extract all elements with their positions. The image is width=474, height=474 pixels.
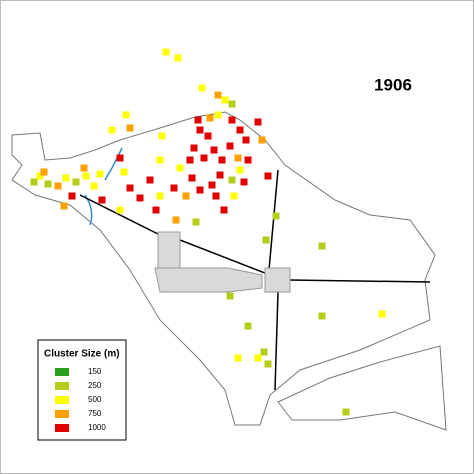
legend-label: 150 (88, 367, 102, 376)
cluster-site (188, 174, 196, 182)
cluster-site (152, 206, 160, 214)
cluster-site (108, 126, 116, 134)
cluster-site (226, 142, 234, 150)
legend-label: 250 (88, 381, 102, 390)
cluster-site (218, 156, 226, 164)
cluster-site (212, 192, 220, 200)
cluster-site (72, 178, 80, 186)
cluster-site (221, 96, 229, 104)
legend-swatch (55, 410, 69, 418)
cluster-site (236, 166, 244, 174)
map-year: 1906 (374, 75, 412, 94)
cluster-site (54, 182, 62, 190)
cluster-site (30, 178, 38, 186)
cluster-site (192, 218, 200, 226)
cluster-site (40, 168, 48, 176)
cluster-site (318, 242, 326, 250)
cluster-site (260, 348, 268, 356)
cluster-site (262, 236, 270, 244)
cluster-site (190, 144, 198, 152)
cluster-site (318, 312, 326, 320)
cluster-site (156, 192, 164, 200)
cluster-site (62, 174, 70, 182)
cluster-site (378, 310, 386, 318)
cluster-site (172, 216, 180, 224)
legend-label: 500 (88, 395, 102, 404)
cluster-site (240, 178, 248, 186)
cluster-site (258, 136, 266, 144)
cluster-site (162, 48, 170, 56)
cluster-site (174, 54, 182, 62)
legend-swatch (55, 424, 69, 432)
cluster-site (228, 116, 236, 124)
cluster-site (198, 84, 206, 92)
cluster-site (120, 168, 128, 176)
cluster-site (146, 176, 154, 184)
cluster-site (244, 156, 252, 164)
cluster-site (264, 360, 272, 368)
cluster-site (214, 111, 222, 119)
cluster-site (234, 154, 242, 162)
legend-swatch (55, 382, 69, 390)
cluster-site (254, 354, 262, 362)
cluster-site (242, 136, 250, 144)
cluster-site (228, 100, 236, 108)
avenues (79, 169, 431, 391)
cluster-site (234, 354, 242, 362)
cluster-site (186, 156, 194, 164)
cluster-site (44, 180, 52, 188)
cluster-site (158, 132, 166, 140)
cluster-site (82, 172, 90, 180)
cluster-site (122, 111, 130, 119)
southeast-outline (277, 345, 447, 431)
cluster-site (96, 170, 104, 178)
cluster-site (194, 116, 202, 124)
cluster-site (36, 172, 44, 180)
cluster-site (220, 206, 228, 214)
cluster-site (68, 192, 76, 200)
mall (154, 231, 291, 293)
cluster-site (228, 176, 236, 184)
cluster-sites (30, 48, 386, 416)
legend: 150 250 500 750 1000 (55, 367, 106, 432)
cluster-site (170, 184, 178, 192)
cluster-site (126, 184, 134, 192)
cluster-site (156, 156, 164, 164)
cluster-site (254, 118, 262, 126)
cluster-site (196, 126, 204, 134)
cluster-site (196, 186, 204, 194)
cluster-site (126, 124, 134, 132)
legend-swatch (55, 396, 69, 404)
cluster-site (342, 408, 350, 416)
cluster-site (236, 126, 244, 134)
legend-swatch (55, 368, 69, 376)
cluster-site (90, 182, 98, 190)
cluster-site (214, 91, 222, 99)
cluster-site (226, 292, 234, 300)
cluster-site (244, 322, 252, 330)
cluster-site (80, 164, 88, 172)
cluster-site (208, 181, 216, 189)
cluster-site (60, 202, 68, 210)
cluster-site (98, 196, 106, 204)
cluster-site (136, 194, 144, 202)
cluster-site (216, 171, 224, 179)
cluster-site (116, 206, 124, 214)
cluster-site (264, 172, 272, 180)
legend-label: 1000 (88, 423, 106, 432)
legend-title: Cluster Size (m) (44, 349, 120, 360)
legend-box (37, 339, 127, 441)
cluster-site (176, 164, 184, 172)
cluster-site (272, 212, 280, 220)
cluster-site (210, 146, 218, 154)
legend-label: 750 (88, 409, 102, 418)
cluster-site (116, 154, 124, 162)
cluster-site (200, 154, 208, 162)
cluster-site (206, 114, 214, 122)
cluster-site (182, 192, 190, 200)
cluster-site (230, 192, 238, 200)
cluster-site (204, 132, 212, 140)
